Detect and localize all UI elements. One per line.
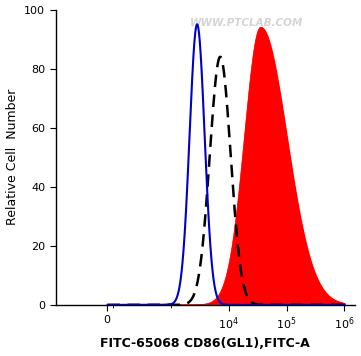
X-axis label: FITC-65068 CD86(GL1),FITC-A: FITC-65068 CD86(GL1),FITC-A bbox=[100, 337, 310, 350]
Y-axis label: Relative Cell  Number: Relative Cell Number bbox=[5, 89, 18, 225]
Text: WWW.PTCLAB.COM: WWW.PTCLAB.COM bbox=[190, 19, 304, 28]
